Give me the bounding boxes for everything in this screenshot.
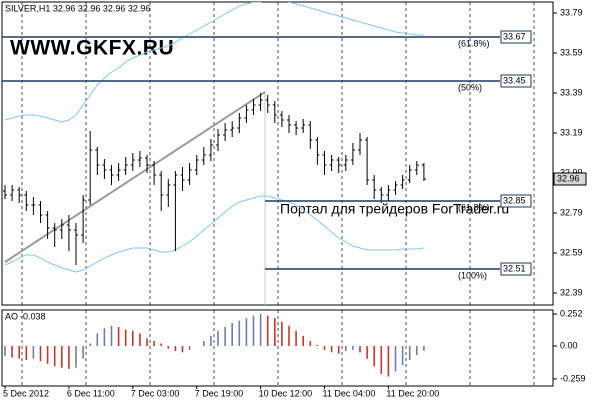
x-tick-label: 7 Dec 03:00 — [131, 388, 180, 398]
band-line — [4, 2, 424, 123]
fib-level-value: 32.85 — [503, 195, 526, 205]
y-tick-label: 32.79 — [560, 207, 583, 217]
last-price-box — [553, 172, 587, 186]
y-tick-label: 33.19 — [560, 127, 583, 137]
fib-level-box — [500, 194, 532, 208]
ao-tick-label: 0.252 — [560, 308, 583, 318]
x-tick-label: 5 Dec 2012 — [3, 388, 49, 398]
last-price-label: 32.96 — [557, 173, 580, 183]
ao-plot — [4, 314, 425, 377]
y-tick-label: 32.39 — [560, 287, 583, 297]
band-line — [4, 195, 424, 273]
price-plot — [2, 2, 500, 305]
x-tick-label: 11 Dec 20:00 — [386, 388, 439, 398]
fib-level-box — [500, 74, 532, 88]
fib-level-percent: (61.8%) — [458, 202, 490, 212]
fib-level-value: 33.45 — [503, 75, 526, 85]
chart-title: SILVER,H1 32.96 32.96 32.96 32.96 — [5, 3, 150, 13]
x-tick-label: 10 Dec 12:00 — [259, 388, 313, 398]
ao-panel — [1, 309, 554, 387]
fib-level-value: 33.67 — [503, 31, 526, 41]
y-tick-label: 32.59 — [560, 247, 583, 257]
y-tick-label: 33.39 — [560, 87, 583, 97]
fib-level-value: 32.51 — [503, 263, 526, 273]
main-panel — [1, 1, 554, 306]
x-tick-label: 6 Dec 11:00 — [67, 388, 115, 398]
fib-level-box — [500, 30, 532, 44]
x-tick-label: 11 Dec 04:00 — [323, 388, 376, 398]
y-tick-label: 32.99 — [560, 167, 583, 177]
y-tick-label: 33.59 — [560, 47, 583, 57]
watermark-gkfx: WWW.GKFX.RU — [10, 37, 174, 60]
time-grid — [21, 2, 535, 386]
fib-level-box — [500, 262, 532, 276]
y-tick-label: 33.79 — [560, 7, 583, 17]
fib-level-percent: (61.8%) — [458, 38, 490, 48]
ao-name: AO — [5, 311, 18, 321]
axes: 33.79 33.59 33.39 33.19 32.99 32.79 32.59 32.39… — [3, 7, 586, 398]
ao-tick-label: -0.259 — [560, 373, 586, 383]
fib-level-percent: (50%) — [458, 82, 482, 92]
x-tick-label: 7 Dec 19:00 — [195, 388, 244, 398]
watermark-fortrader: Портал для трейдеров ForTrader.ru — [280, 201, 509, 217]
ao-value: -0.038 — [20, 311, 46, 321]
fib-level-percent: (100%) — [458, 270, 487, 280]
trend-line — [4, 91, 266, 263]
ao-tick-label: 0.00 — [560, 340, 578, 350]
